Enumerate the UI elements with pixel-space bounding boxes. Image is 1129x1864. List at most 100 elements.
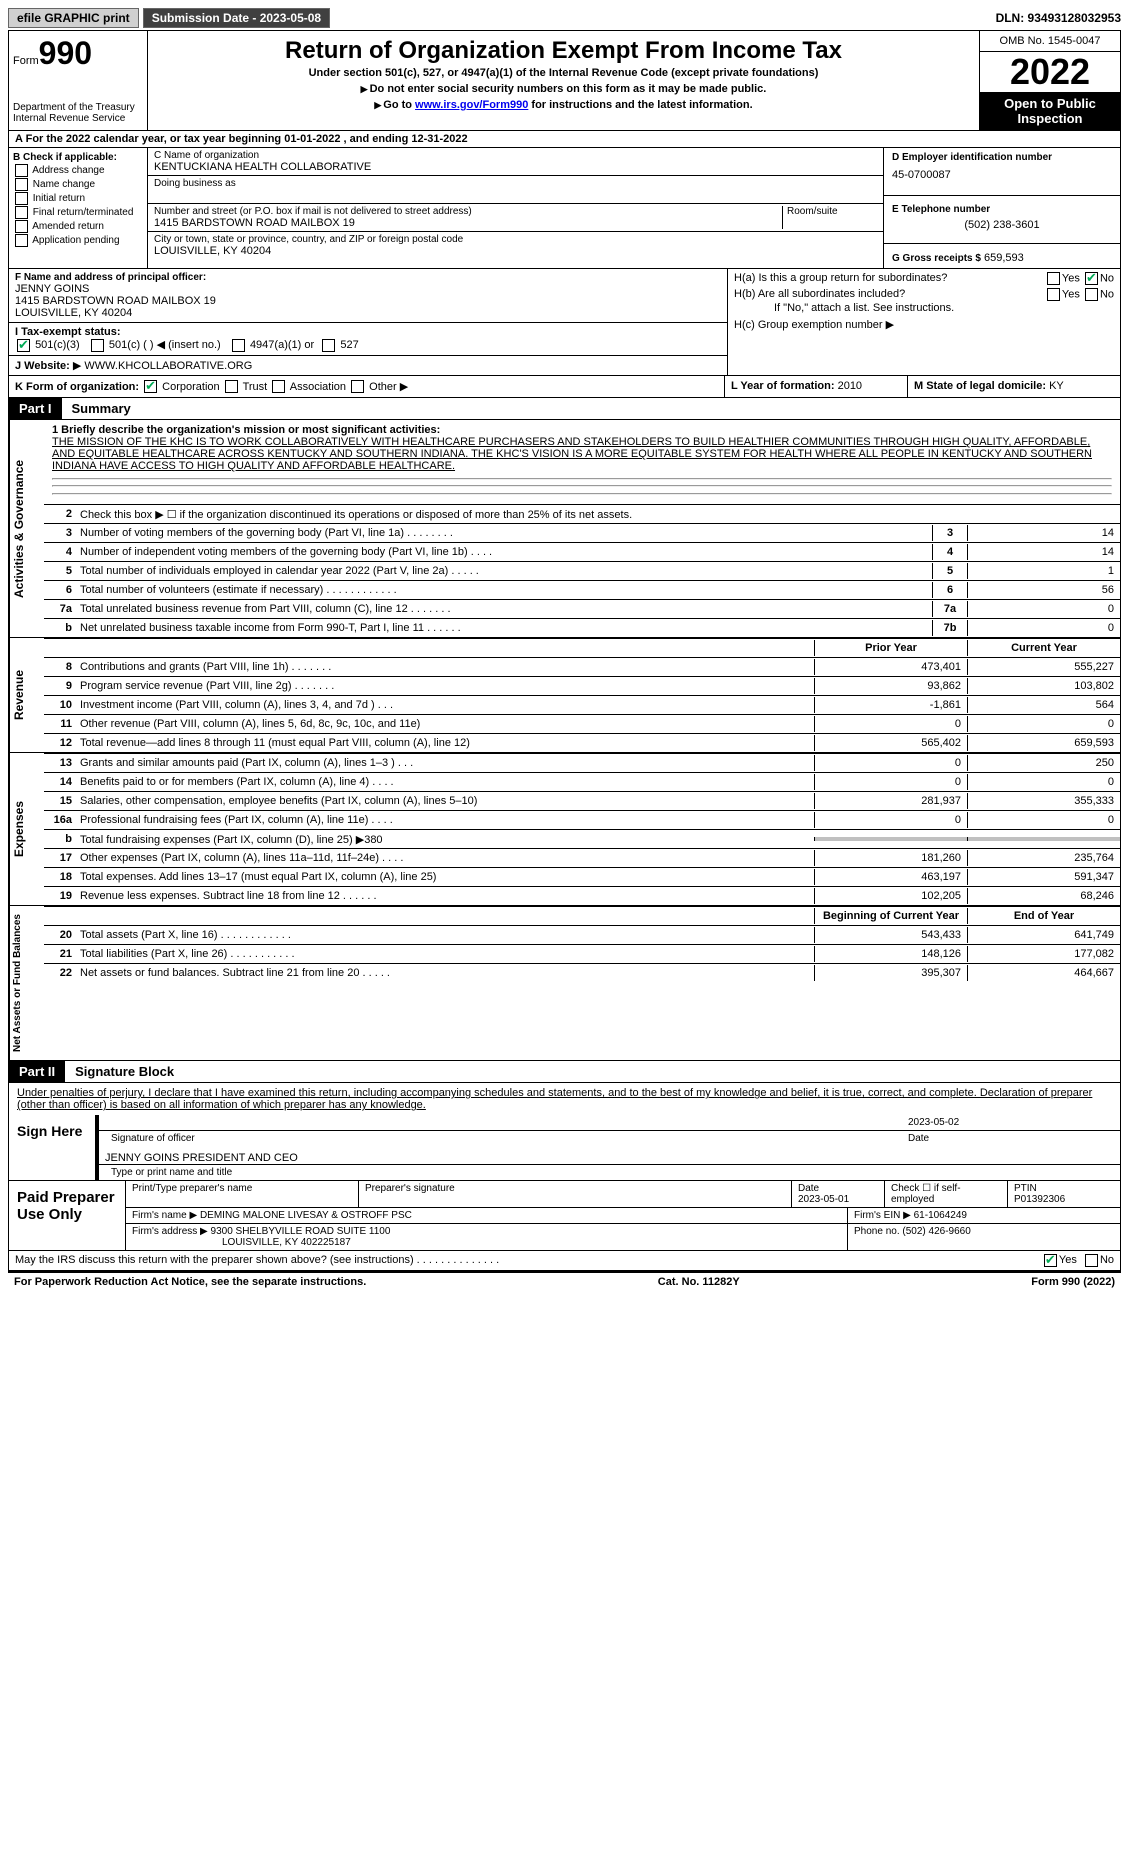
k-o1: Corporation [162,381,219,393]
chk-name[interactable] [15,178,28,191]
l-lbl: L Year of formation: [731,380,835,392]
form-title: Return of Organization Exempt From Incom… [156,37,971,65]
website: WWW.KHCOLLABORATIVE.ORG [84,360,252,372]
hb-yes[interactable] [1047,288,1060,301]
part2-header: Part II Signature Block [8,1061,1121,1083]
i-o4: 527 [340,339,358,351]
efile-btn[interactable]: efile GRAPHIC print [8,8,139,28]
i-lbl: I Tax-exempt status: [15,326,121,338]
chk-final[interactable] [15,206,28,219]
discuss-no[interactable] [1085,1254,1098,1267]
date-lbl: Date [902,1133,1114,1144]
line-row: 19Revenue less expenses. Subtract line 1… [44,886,1120,905]
footer: For Paperwork Reduction Act Notice, see … [8,1271,1121,1291]
street: 1415 BARDSTOWN ROAD MAILBOX 19 [154,217,782,229]
line-row: 11Other revenue (Part VIII, column (A), … [44,714,1120,733]
col-b: B Check if applicable: Address change Na… [9,148,148,268]
firm-lbl: Firm's name ▶ [132,1210,197,1221]
m-val: KY [1049,380,1064,392]
side-net: Net Assets or Fund Balances [9,906,44,1060]
prep-h4: Check ☐ if self-employed [885,1181,1008,1207]
chk-501c3[interactable] [17,339,30,352]
hdr-curr: Current Year [967,640,1120,656]
discuss: May the IRS discuss this return with the… [15,1254,1042,1267]
opt-final: Final return/terminated [33,207,134,218]
k-trust[interactable] [225,380,238,393]
k-o3: Association [290,381,346,393]
chk-address[interactable] [15,164,28,177]
dln: DLN: 93493128032953 [996,11,1121,25]
chk-501c[interactable] [91,339,104,352]
chk-527[interactable] [322,339,335,352]
room-lbl: Room/suite [787,206,877,217]
line-row: 12Total revenue—add lines 8 through 11 (… [44,733,1120,752]
firm-addr1: 9300 SHELBYVILLE ROAD SUITE 1100 [211,1226,391,1237]
firm-ein-lbl: Firm's EIN ▶ [854,1210,911,1221]
footer-form: Form 990 (2022) [1031,1276,1115,1288]
m-lbl: M State of legal domicile: [914,380,1046,392]
chk-amended[interactable] [15,220,28,233]
row-a-text: For the 2022 calendar year, or tax year … [26,133,468,145]
i-o1: 501(c)(3) [35,339,80,351]
dept: Department of the Treasury Internal Reve… [13,102,143,124]
submission-btn[interactable]: Submission Date - 2023-05-08 [143,8,330,28]
mission: 1 Briefly describe the organization's mi… [44,420,1120,504]
side-rev: Revenue [9,638,44,752]
line-row: 2Check this box ▶ ☐ if the organization … [44,504,1120,523]
k-assoc[interactable] [272,380,285,393]
part1-header: Part I Summary [8,398,1121,420]
k-other[interactable] [351,380,364,393]
chk-initial[interactable] [15,192,28,205]
line-row: 5Total number of individuals employed in… [44,561,1120,580]
i-o2: 501(c) ( ) [109,339,154,351]
form-subtitle: Under section 501(c), 527, or 4947(a)(1)… [156,67,971,79]
name-lbl: Type or print name and title [105,1167,238,1178]
k-corp[interactable] [144,380,157,393]
side-gov: Activities & Governance [9,420,44,637]
org-name: KENTUCKIANA HEALTH COLLABORATIVE [154,161,877,173]
ha-no[interactable] [1085,272,1098,285]
hdr2-curr: End of Year [967,908,1120,924]
hb-no[interactable] [1085,288,1098,301]
footer-cat: Cat. No. 11282Y [658,1276,740,1288]
chk-4947[interactable] [232,339,245,352]
i-o2b: (insert no.) [168,339,221,351]
open-public: Open to Public Inspection [980,92,1120,130]
i-o3: 4947(a)(1) or [250,339,314,351]
line-row: 15Salaries, other compensation, employee… [44,791,1120,810]
form-header: Form990 Department of the Treasury Inter… [8,30,1121,131]
l-val: 2010 [838,380,862,392]
firm-phone: (502) 426-9660 [902,1226,970,1237]
opt-name: Name change [33,179,95,190]
gross-lbl: G Gross receipts $ [892,253,981,264]
prep-h1: Print/Type preparer's name [126,1181,359,1207]
hdr-prior: Prior Year [814,640,967,656]
exp-section: Expenses 13Grants and similar amounts pa… [8,753,1121,906]
firm: DEMING MALONE LIVESAY & OSTROFF PSC [200,1210,412,1221]
line-row: 16aProfessional fundraising fees (Part I… [44,810,1120,829]
rev-section: Revenue Prior Year Current Year 8Contrib… [8,638,1121,753]
row-k: K Form of organization: Corporation Trus… [8,376,1121,399]
discuss-row: May the IRS discuss this return with the… [8,1251,1121,1271]
line-row: 18Total expenses. Add lines 13–17 (must … [44,867,1120,886]
prep-title: Paid Preparer Use Only [9,1181,125,1250]
form-label: Form [13,55,39,67]
inst2b: for instructions and the latest informat… [528,99,752,111]
hdr2-prior: Beginning of Current Year [814,908,967,924]
opt-initial: Initial return [33,193,85,204]
arrow-icon [374,99,383,111]
part1-num: Part I [9,398,62,419]
irs-link[interactable]: www.irs.gov/Form990 [415,99,528,111]
discuss-yes[interactable] [1044,1254,1057,1267]
firm-phone-lbl: Phone no. [854,1226,900,1237]
rev-hdr: Prior Year Current Year [44,638,1120,657]
ha-yes[interactable] [1047,272,1060,285]
line-row: 10Investment income (Part VIII, column (… [44,695,1120,714]
chk-app[interactable] [15,234,28,247]
top-bar: efile GRAPHIC print Submission Date - 20… [8,8,1121,28]
city: LOUISVILLE, KY 40204 [154,245,877,257]
addr-lbl: Firm's address ▶ [132,1226,208,1237]
form-num: 990 [39,35,92,71]
line-row: 7aTotal unrelated business revenue from … [44,599,1120,618]
k-o4: Other [369,381,397,393]
